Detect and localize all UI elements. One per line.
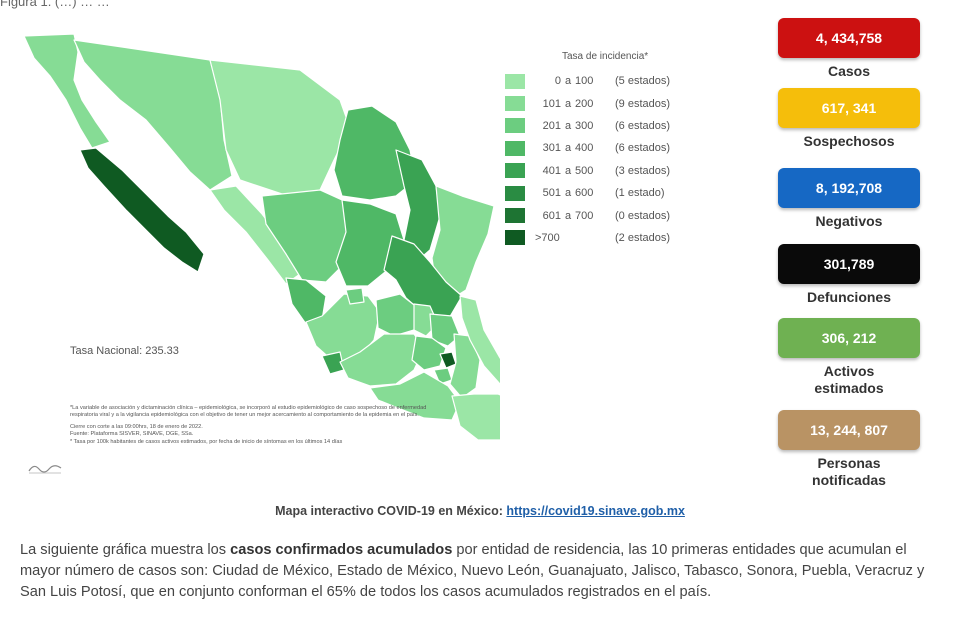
legend-state-count: (6 estados) [615,142,671,155]
legend-range-from: 501 [542,187,561,200]
stat-value-box: 4, 434,758 [778,18,920,58]
footnote-rate: * Tasa por 100k habitantes de casos acti… [70,438,343,445]
interactive-map-link[interactable]: https://covid19.sinave.gob.mx [506,504,685,518]
legend-range-from: 0 [554,75,561,88]
legend-range-to: 700 [575,209,594,222]
stat-defunciones: 301,789 Defunciones [778,244,920,306]
legend-range-to: 300 [575,119,594,132]
legend-row: 401 a 500 (3 estados) [505,160,670,182]
footnote-source: Fuente: Plataforma SISVER, SINAVE, DGE, … [70,431,194,438]
state-estado-de-mexico [411,335,447,371]
interactive-map-label: Mapa interactivo COVID-19 en México: [275,504,503,518]
legend-state-count: (1 estado) [615,187,665,200]
state-baja-california-sur [79,147,205,273]
state-baja-california [23,33,111,149]
summary-text-body: por entidad de residencia, las 10 primer… [20,542,925,600]
state-jalisco [305,293,381,363]
legend-swatch [505,208,525,224]
legend-swatch [505,96,525,112]
legend-range-to: 600 [575,187,594,200]
legend-range-sep: a [564,142,572,155]
legend-row: 601 a 700 (0 estados) [505,204,670,226]
stat-value-box: 8, 192,708 [778,168,920,208]
legend-range-from: 601 [542,209,561,222]
legend-swatch [505,185,525,201]
stat-label: Defunciones [806,289,891,305]
legend-swatch [505,140,525,156]
footnote-cutoff: Cierre con corte a las 09:00hrs, 18 de e… [70,423,203,430]
legend-range-to: 100 [575,75,594,88]
legend-range-sep: a [564,119,572,132]
legend-state-count: (3 estados) [615,164,671,177]
stat-negativos: 8, 192,708 Negativos [778,168,920,230]
legend-range-sep: a [564,75,572,88]
legend-range-sep: a [564,97,572,110]
summary-text-intro: La siguiente gráfica muestra los [20,542,231,558]
footnote-methodology: *La variable de asociación y dictaminaci… [70,405,427,419]
state-ciudad-de-mexico [439,351,457,369]
legend-row: 0 a 100 (5 estados) [505,70,670,92]
stat-value-box: 13, 244, 807 [778,410,920,450]
state-veracruz [459,295,500,385]
legend-range-sep: a [564,164,572,177]
state-coahuila [333,105,417,201]
legend-state-count: (0 estados) [615,209,671,222]
stat-casos: 4, 434,758 Casos [778,18,920,80]
stat-personas-notificadas: 13, 244, 807 Personas notificadas [778,410,920,489]
legend-row: 301 a 400 (6 estados) [505,137,670,159]
stat-label: Negativos [815,213,883,229]
legend-range-from: 201 [542,119,561,132]
legend-title: Tasa de incidencia* [562,51,649,62]
legend-range-to: 200 [575,97,594,110]
stat-value-box: 306, 212 [778,318,920,358]
legend-swatch [505,73,525,89]
legend-swatch [505,118,525,134]
legend-swatch [505,163,525,179]
legend-row: 201 a 300 (6 estados) [505,115,670,137]
legend-range-from: 101 [542,97,561,110]
summary-paragraph: La siguiente gráfica muestra los casos c… [20,540,945,603]
legend-range-from: >700 [535,231,560,244]
stat-activos-estimados: 306, 212 Activos estimados [778,318,920,397]
stat-label: Activos estimados [814,363,884,396]
national-rate: Tasa Nacional: 235.33 [70,345,179,357]
legend-range-to: 500 [575,164,594,177]
map-legend: 0 a 100 (5 estados) 101 a 200 (9 estados… [505,70,670,249]
cut-header-text: Figura 1. (…) … … [0,0,110,9]
legend-range-sep: a [564,209,572,222]
legend-state-count: (5 estados) [615,75,671,88]
legend-row: 501 a 600 (1 estado) [505,182,670,204]
wave-logo-icon [28,465,62,474]
stat-label: Casos [827,63,871,79]
stat-label: Personas notificadas [812,455,886,488]
interactive-map-line: Mapa interactivo COVID-19 en México: htt… [0,504,960,518]
state-aguascalientes [345,287,365,305]
state-tamaulipas [431,185,495,301]
stat-value-box: 301,789 [778,244,920,284]
map-footnotes: *La variable de asociación y dictaminaci… [70,405,450,446]
legend-row: >700 (2 estados) [505,227,670,249]
stat-value-box: 617, 341 [778,88,920,128]
legend-range-to: 400 [575,142,594,155]
legend-state-count: (2 estados) [615,231,671,244]
summary-text-bold: casos confirmados acumulados [230,542,453,558]
stat-label: Sospechosos [803,133,895,149]
mexico-incidence-map [23,33,500,441]
legend-swatch [505,230,525,246]
state-chihuahua [209,59,351,201]
legend-range-from: 401 [542,164,561,177]
legend-state-count: (6 estados) [615,119,671,132]
legend-range-sep: a [564,187,572,200]
legend-range-from: 301 [542,142,561,155]
legend-state-count: (9 estados) [615,97,671,110]
state-oaxaca [451,393,500,441]
state-durango [261,189,353,283]
legend-row: 101 a 200 (9 estados) [505,92,670,114]
stat-sospechosos: 617, 341 Sospechosos [778,88,920,150]
